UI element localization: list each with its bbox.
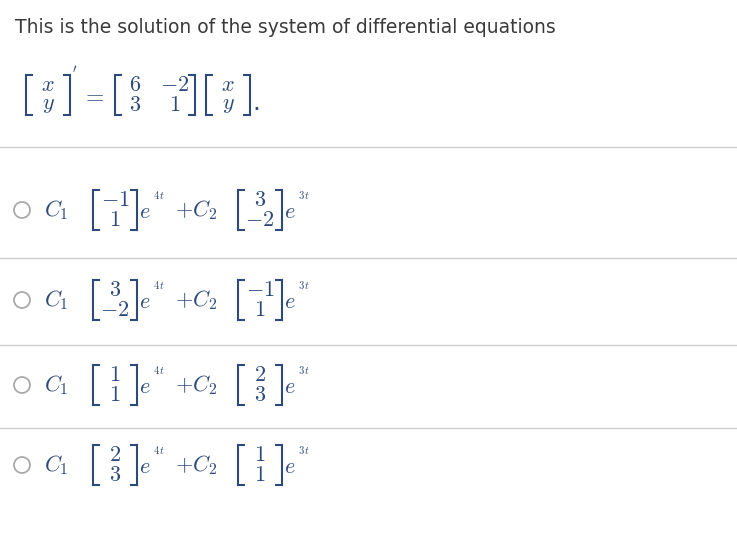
Text: $x$: $x$ [221, 75, 235, 95]
Text: $1$: $1$ [109, 365, 121, 385]
Text: This is the solution of the system of differential equations: This is the solution of the system of di… [15, 18, 556, 37]
Text: $3$: $3$ [109, 465, 121, 485]
Text: $-2$: $-2$ [100, 300, 130, 320]
Text: $3$: $3$ [254, 385, 266, 405]
Text: $e$: $e$ [139, 457, 150, 477]
Text: $e$: $e$ [139, 292, 150, 312]
Text: $e$: $e$ [284, 457, 296, 477]
Text: $+ C_2$: $+ C_2$ [175, 288, 217, 312]
Text: $=$: $=$ [81, 83, 105, 107]
Text: .: . [252, 91, 260, 115]
Text: $y$: $y$ [41, 95, 55, 115]
Text: $e$: $e$ [284, 377, 296, 397]
Text: $3$: $3$ [109, 280, 121, 300]
Text: $+ C_2$: $+ C_2$ [175, 453, 217, 477]
Text: $1$: $1$ [170, 95, 181, 115]
Text: $+ C_2$: $+ C_2$ [175, 198, 217, 222]
Text: $^{3t}$: $^{3t}$ [298, 445, 310, 460]
Text: $+ C_2$: $+ C_2$ [175, 373, 217, 397]
Text: $-2$: $-2$ [161, 75, 189, 95]
Text: $e$: $e$ [284, 202, 296, 222]
Text: $2$: $2$ [254, 365, 266, 385]
Text: $^{4t}$: $^{4t}$ [153, 190, 164, 205]
Text: $C_1$: $C_1$ [44, 198, 69, 222]
Text: $1$: $1$ [254, 445, 266, 465]
Text: $^{4t}$: $^{4t}$ [153, 365, 164, 380]
Text: $^{3t}$: $^{3t}$ [298, 365, 310, 380]
Text: $^{3t}$: $^{3t}$ [298, 280, 310, 295]
Text: $-1$: $-1$ [101, 190, 129, 210]
Text: $2$: $2$ [109, 445, 121, 465]
Text: $-1$: $-1$ [245, 280, 274, 300]
Text: $e$: $e$ [284, 292, 296, 312]
Text: $1$: $1$ [254, 300, 266, 320]
Text: $3$: $3$ [254, 190, 266, 210]
Text: $C_1$: $C_1$ [44, 288, 69, 312]
Text: $3$: $3$ [129, 95, 141, 115]
Text: $^{4t}$: $^{4t}$ [153, 280, 164, 295]
Text: $1$: $1$ [109, 210, 121, 230]
Text: $^{3t}$: $^{3t}$ [298, 190, 310, 205]
Text: $x$: $x$ [41, 75, 55, 95]
Text: $C_1$: $C_1$ [44, 453, 69, 477]
Text: $y$: $y$ [222, 95, 234, 115]
Text: $1$: $1$ [254, 465, 266, 485]
Text: $6$: $6$ [129, 75, 141, 95]
Text: $e$: $e$ [139, 377, 150, 397]
Text: $C_1$: $C_1$ [44, 373, 69, 397]
Text: $^{4t}$: $^{4t}$ [153, 445, 164, 460]
Text: $1$: $1$ [109, 385, 121, 405]
Text: $'$: $'$ [72, 64, 78, 82]
Text: $e$: $e$ [139, 202, 150, 222]
Text: $-2$: $-2$ [245, 210, 275, 230]
